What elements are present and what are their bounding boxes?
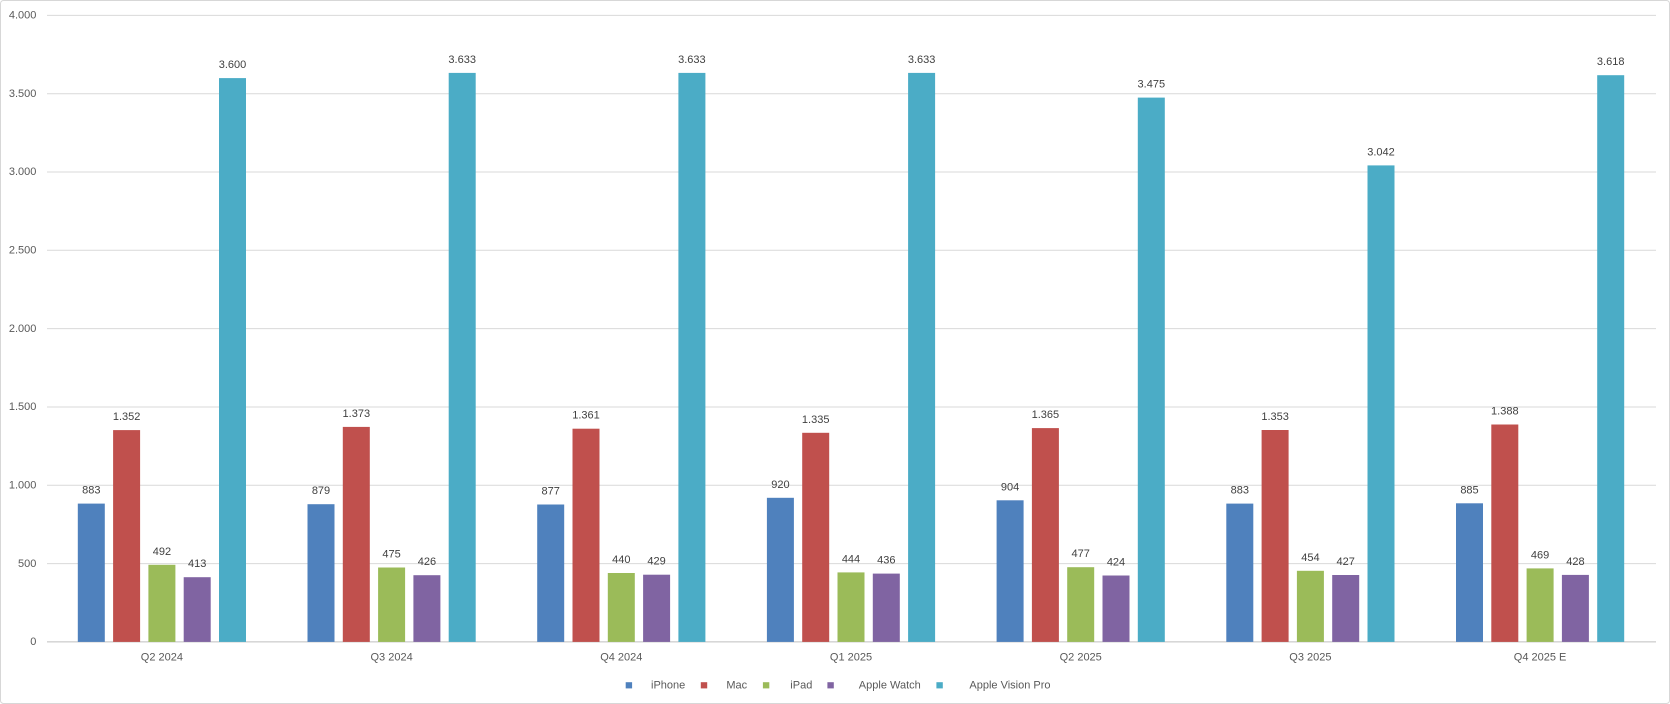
- svg-text:475: 475: [382, 549, 400, 561]
- svg-text:Q4 2025 E: Q4 2025 E: [1514, 651, 1567, 663]
- svg-text:Q4 2024: Q4 2024: [600, 651, 642, 663]
- svg-text:500: 500: [18, 558, 36, 570]
- svg-text:1.353: 1.353: [1261, 411, 1289, 423]
- svg-text:1.000: 1.000: [9, 480, 37, 492]
- svg-text:Q3 2025: Q3 2025: [1289, 651, 1331, 663]
- svg-text:4.000: 4.000: [9, 10, 37, 22]
- svg-text:885: 885: [1460, 484, 1478, 496]
- svg-text:429: 429: [647, 556, 665, 568]
- svg-text:1.388: 1.388: [1491, 406, 1519, 418]
- svg-text:904: 904: [1001, 481, 1019, 493]
- svg-text:2.500: 2.500: [9, 245, 37, 257]
- svg-text:427: 427: [1337, 556, 1355, 568]
- svg-text:1.365: 1.365: [1032, 409, 1060, 421]
- svg-text:877: 877: [542, 486, 560, 498]
- svg-text:920: 920: [771, 479, 789, 491]
- svg-text:1.373: 1.373: [343, 408, 371, 420]
- svg-text:Q3 2024: Q3 2024: [370, 651, 412, 663]
- svg-text:1.361: 1.361: [572, 410, 600, 422]
- svg-text:Mac: Mac: [726, 680, 747, 692]
- svg-text:3.475: 3.475: [1138, 79, 1166, 91]
- svg-text:3.500: 3.500: [9, 88, 37, 100]
- svg-text:444: 444: [842, 553, 860, 565]
- svg-text:1.335: 1.335: [802, 414, 830, 426]
- svg-text:3.042: 3.042: [1367, 146, 1395, 158]
- svg-text:879: 879: [312, 485, 330, 497]
- svg-text:428: 428: [1566, 556, 1584, 568]
- svg-text:0: 0: [30, 636, 36, 648]
- svg-text:Q1 2025: Q1 2025: [830, 651, 872, 663]
- svg-text:413: 413: [188, 558, 206, 570]
- svg-text:iPad: iPad: [790, 680, 812, 692]
- svg-text:2.000: 2.000: [9, 323, 37, 335]
- svg-text:3.000: 3.000: [9, 166, 37, 178]
- svg-text:883: 883: [82, 485, 100, 497]
- svg-text:3.633: 3.633: [678, 54, 706, 66]
- svg-text:3.633: 3.633: [448, 54, 476, 66]
- svg-text:436: 436: [877, 555, 895, 567]
- svg-text:Apple Watch: Apple Watch: [859, 680, 921, 692]
- svg-text:1.352: 1.352: [113, 411, 141, 423]
- svg-text:492: 492: [153, 546, 171, 558]
- svg-text:iPhone: iPhone: [651, 680, 685, 692]
- svg-text:Apple Vision Pro: Apple Vision Pro: [969, 680, 1050, 692]
- svg-text:3.633: 3.633: [908, 54, 936, 66]
- svg-text:Q2 2024: Q2 2024: [141, 651, 183, 663]
- svg-text:1.500: 1.500: [9, 401, 37, 413]
- svg-text:3.600: 3.600: [219, 59, 247, 71]
- svg-text:424: 424: [1107, 557, 1125, 569]
- svg-text:469: 469: [1531, 549, 1549, 561]
- svg-text:Q2 2025: Q2 2025: [1060, 651, 1102, 663]
- svg-text:883: 883: [1231, 485, 1249, 497]
- svg-text:454: 454: [1301, 552, 1319, 564]
- svg-text:3.618: 3.618: [1597, 56, 1625, 68]
- svg-text:440: 440: [612, 554, 630, 566]
- svg-text:477: 477: [1072, 548, 1090, 560]
- svg-text:426: 426: [418, 556, 436, 568]
